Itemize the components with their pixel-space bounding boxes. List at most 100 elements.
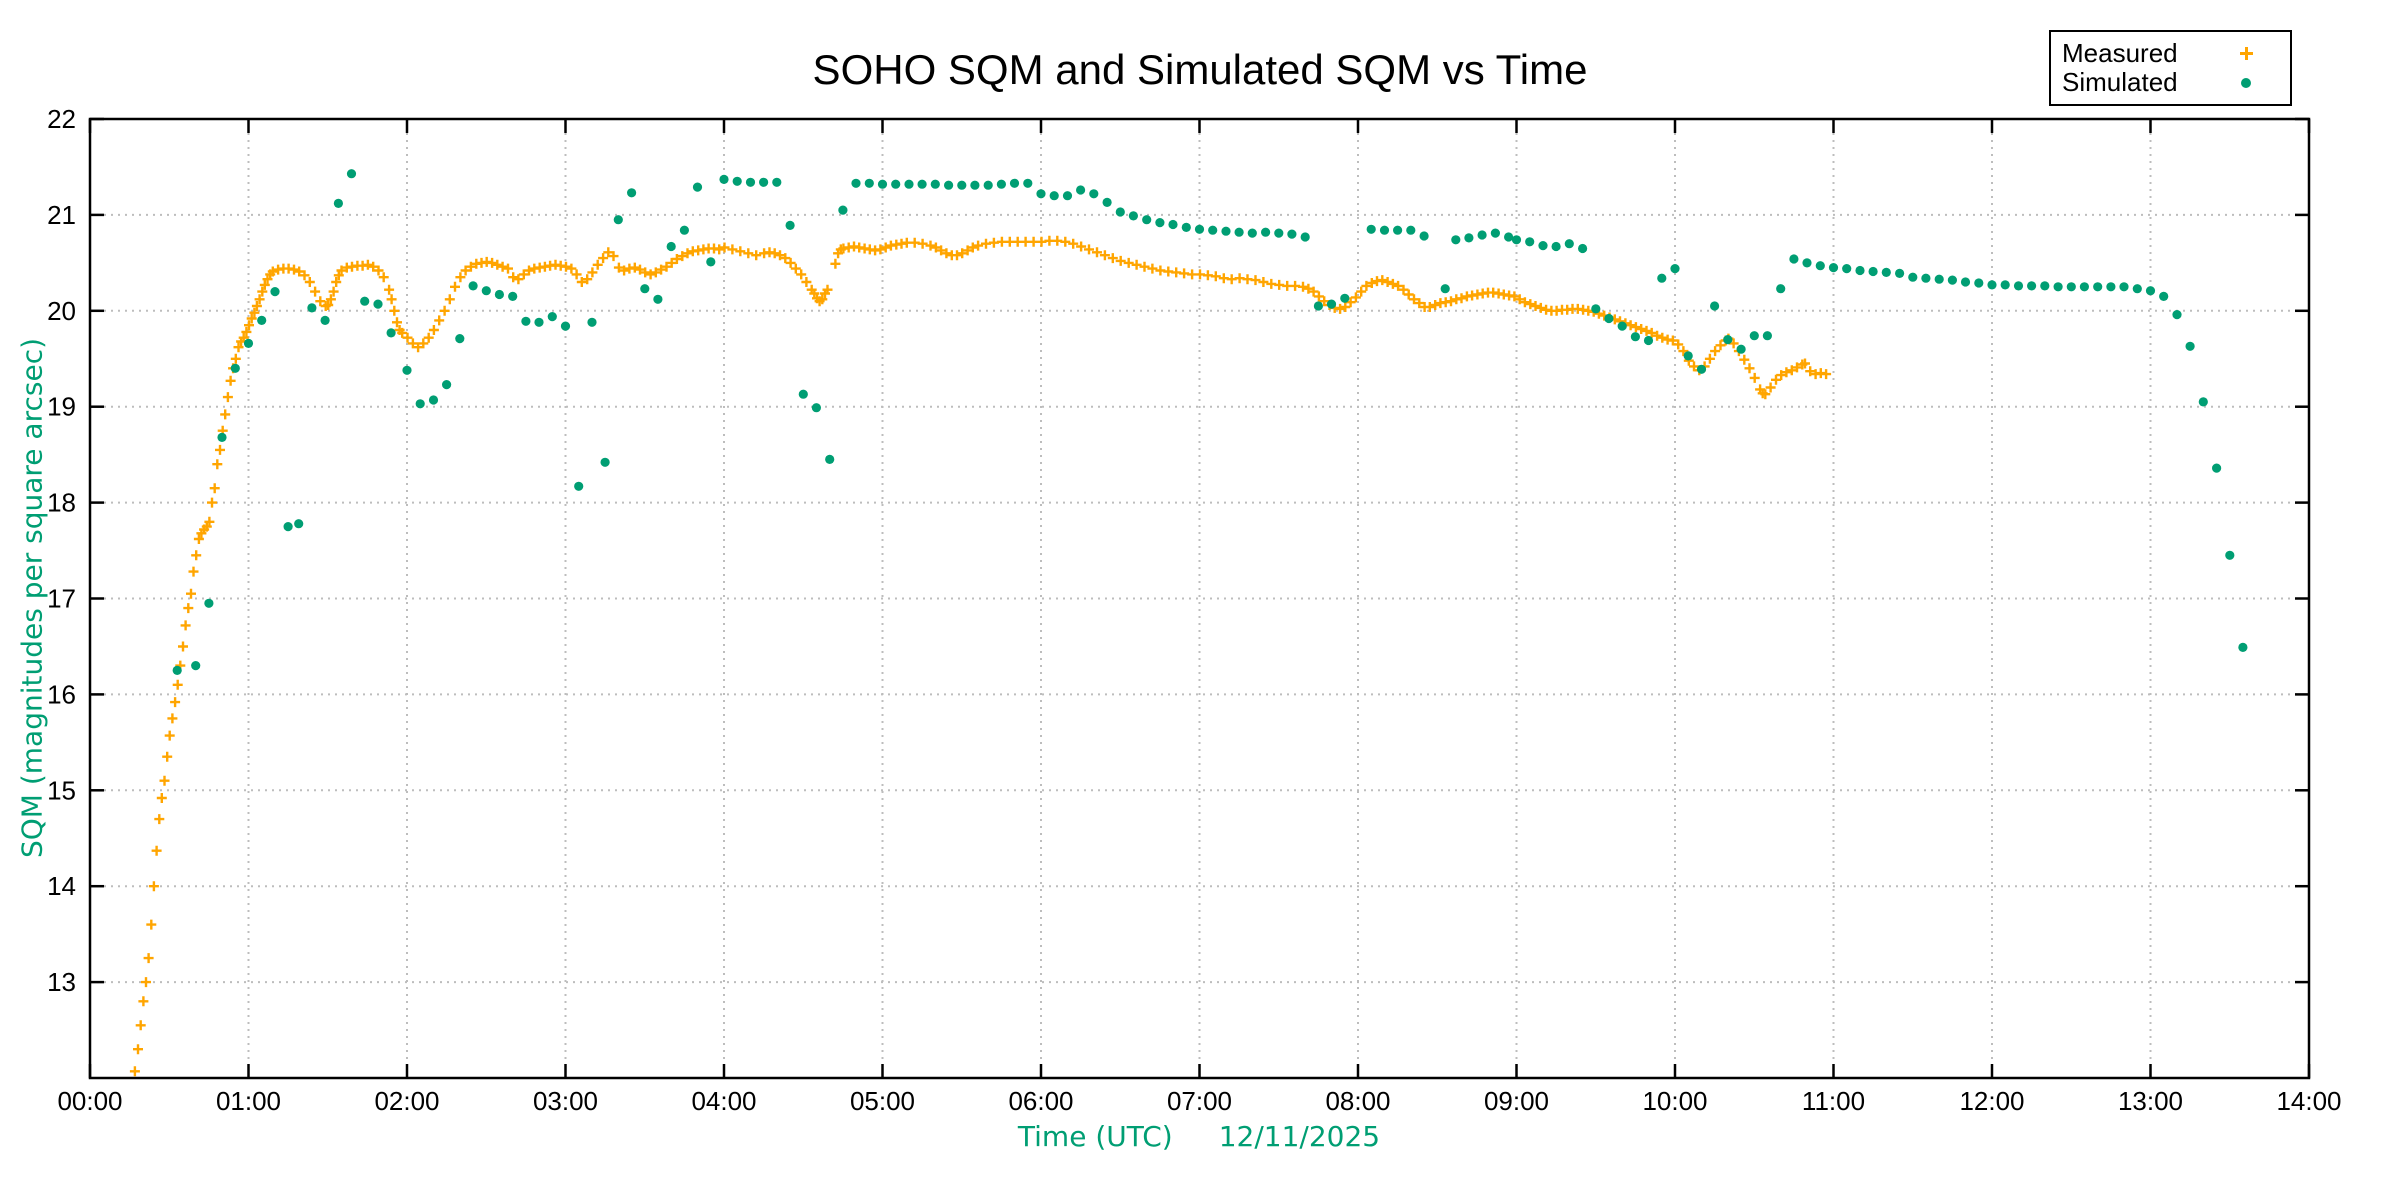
simulated-point	[2185, 341, 2195, 351]
simulated-point	[1234, 227, 1244, 237]
simulated-point	[1762, 331, 1772, 341]
simulated-point	[230, 363, 240, 373]
x-tick-label: 13:00	[2118, 1086, 2183, 1116]
legend-label-simulated: Simulated	[2062, 67, 2178, 97]
simulated-point	[1591, 304, 1601, 314]
simulated-point	[508, 291, 518, 301]
simulated-point	[1908, 272, 1918, 282]
simulated-point	[811, 403, 822, 413]
simulated-point	[600, 457, 610, 467]
simulated-point	[666, 241, 676, 252]
simulated-point	[2132, 284, 2142, 294]
x-tick-label: 10:00	[1642, 1086, 1707, 1116]
simulated-point	[1736, 344, 1746, 354]
simulated-point	[627, 188, 637, 198]
measured-plus-icon	[2216, 47, 2276, 60]
x-tick-label: 04:00	[691, 1086, 756, 1116]
simulated-point	[1868, 266, 1878, 277]
simulated-point	[1617, 321, 1627, 331]
simulated-point	[692, 182, 703, 192]
x-axis-label: Time (UTC) 12/11/2025	[1018, 1120, 1380, 1153]
simulated-point	[1881, 267, 1891, 277]
simulated-point	[838, 205, 848, 215]
x-tick-label: 01:00	[216, 1086, 281, 1116]
simulated-point	[719, 174, 729, 184]
simulated-point	[1828, 263, 1839, 273]
y-axis-label: SQM (magnitudes per square arcsec)	[15, 337, 49, 859]
simulated-point	[560, 321, 571, 331]
simulated-point	[494, 289, 504, 300]
simulated-point	[534, 317, 544, 327]
simulated-point	[1776, 284, 1786, 294]
simulated-point	[2172, 310, 2182, 320]
y-tick-label: 20	[47, 296, 76, 326]
y-tick-label: 16	[47, 679, 76, 709]
simulated-point	[1062, 191, 1073, 201]
y-tick-label: 13	[47, 967, 76, 997]
plot-border	[88, 117, 2311, 1080]
simulated-point	[455, 334, 465, 344]
tick-labels: 00:00 01:00 02:00 03:00 04:00 05:00 06:00 07:00…	[47, 104, 2341, 1116]
simulated-point	[1440, 284, 1450, 294]
simulated-point	[283, 522, 293, 532]
simulated-point	[1895, 268, 1905, 278]
simulated-point	[1181, 222, 1191, 232]
simulated-point	[1115, 207, 1125, 217]
simulated-point	[1009, 178, 1020, 188]
simulated-point	[904, 179, 914, 189]
simulated-point	[1683, 351, 1693, 361]
simulated-point	[2106, 282, 2116, 292]
simulated-point	[2013, 281, 2024, 291]
simulated-point	[1194, 224, 1205, 234]
simulated-point	[996, 179, 1007, 189]
simulated-point	[1934, 274, 1944, 284]
simulated-point	[785, 220, 795, 230]
simulated-point	[402, 365, 412, 375]
simulated-point	[415, 399, 425, 409]
simulated-point	[1208, 225, 1218, 235]
simulated-point	[204, 598, 214, 608]
series-simulated	[172, 169, 2248, 676]
simulated-point	[2027, 281, 2037, 291]
simulated-point	[2079, 282, 2089, 292]
simulated-point	[983, 180, 993, 190]
simulated-point	[732, 176, 742, 186]
chart-title: SOHO SQM and Simulated SQM vs Time	[812, 46, 1588, 93]
simulated-point	[172, 665, 182, 676]
simulated-point	[851, 178, 861, 188]
simulated-point	[1657, 273, 1667, 283]
simulated-point	[1789, 254, 1799, 264]
y-tick-label: 15	[47, 775, 76, 805]
simulated-point	[1406, 225, 1416, 235]
x-tick-label: 00:00	[57, 1086, 122, 1116]
x-tick-label: 07:00	[1167, 1086, 1232, 1116]
simulated-point	[574, 481, 584, 491]
simulated-point	[2145, 286, 2156, 296]
simulated-point	[1525, 237, 1535, 247]
legend-item-simulated: Simulated	[2062, 69, 2276, 96]
simulated-point	[653, 294, 663, 304]
simulated-point	[2225, 550, 2235, 560]
simulated-point	[547, 312, 557, 322]
simulated-point	[706, 257, 716, 267]
simulated-point	[442, 380, 452, 390]
simulated-point	[1604, 313, 1614, 324]
simulated-point	[2040, 281, 2050, 291]
simulated-point	[1451, 235, 1461, 245]
y-tick-label: 22	[47, 104, 76, 134]
simulated-point	[468, 281, 478, 291]
axes	[88, 117, 2311, 1080]
simulated-point	[360, 296, 370, 306]
simulated-point	[1247, 228, 1257, 238]
simulated-point	[1419, 231, 1429, 241]
simulated-point	[1855, 265, 1865, 276]
simulated-point	[1504, 232, 1514, 242]
x-tick-label: 06:00	[1008, 1086, 1073, 1116]
simulated-point	[1921, 273, 1931, 283]
simulated-point	[745, 177, 756, 187]
simulated-point	[2000, 280, 2010, 290]
x-tick-label: 14:00	[2276, 1086, 2341, 1116]
simulated-point	[679, 225, 690, 235]
simulated-point	[1749, 331, 1759, 341]
